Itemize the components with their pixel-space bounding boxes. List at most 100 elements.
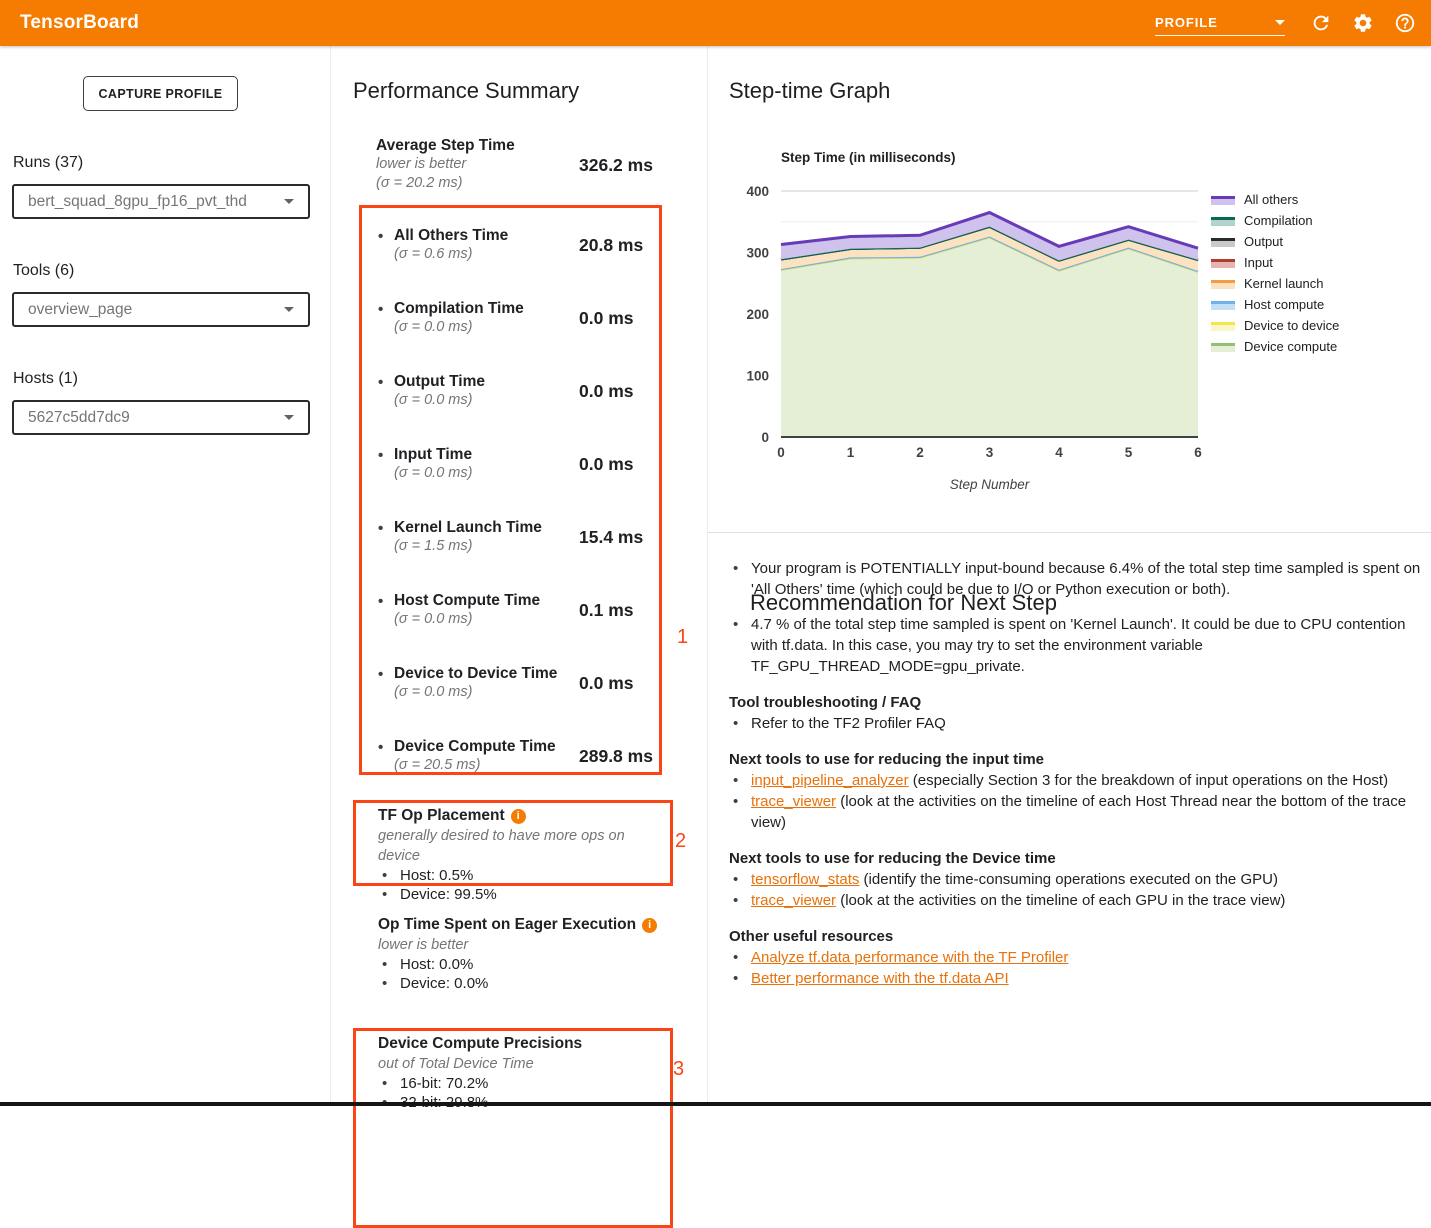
hosts-select-value: 5627c5dd7dc9 xyxy=(28,408,130,426)
metric-sigma: (σ = 0.0 ms) xyxy=(394,611,473,627)
help-icon[interactable] xyxy=(1393,11,1417,35)
metric-bullet: • xyxy=(378,301,384,318)
area-all-others xyxy=(781,212,1198,261)
refresh-icon[interactable] xyxy=(1309,11,1333,35)
metric-value: 0.0 ms xyxy=(579,454,634,474)
dashboard-selector-value: PROFILE xyxy=(1155,15,1218,30)
recommendation-link[interactable]: Analyze tf.data performance with the TF … xyxy=(751,949,1069,966)
list-item: Host: 0.5% xyxy=(378,866,670,885)
metric-label: All Others Time xyxy=(394,227,509,244)
recommendation-link[interactable]: tensorflow_stats xyxy=(751,871,860,888)
recommendation-link[interactable]: input_pipeline_analyzer xyxy=(751,772,909,789)
runs-select[interactable]: bert_squad_8gpu_fp16_pvt_thd xyxy=(12,184,310,219)
chevron-down-icon xyxy=(284,307,294,312)
legend-item-device-to-device[interactable]: Device to device xyxy=(1211,315,1339,336)
x-tick-label: 2 xyxy=(916,445,924,460)
info-icon[interactable]: i xyxy=(642,918,658,933)
legend-label: All others xyxy=(1244,192,1299,207)
capture-profile-button[interactable]: CAPTURE PROFILE xyxy=(83,76,238,111)
performance-summary-panel: Performance Summary Average Step Time low… xyxy=(330,46,707,1228)
window-bottom-edge xyxy=(0,1102,1431,1106)
legend-swatch-band xyxy=(1211,217,1235,226)
y-tick-label: 200 xyxy=(746,307,769,322)
metric-bullet: • xyxy=(378,228,384,245)
settings-gear-icon[interactable] xyxy=(1351,11,1375,35)
eager-execution-block: Op Time Spent on Eager Execution i lower i… xyxy=(353,912,673,993)
recommendation-item-text: (look at the activities on the timeline … xyxy=(751,793,1407,831)
recommendation-item-text: (especially Section 3 for the breakdown … xyxy=(908,772,1389,789)
legend-swatch xyxy=(1211,194,1235,205)
legend-swatch xyxy=(1211,236,1235,247)
metric-bullet: • xyxy=(378,739,384,756)
tf-op-placement-subtitle: generally desired to have more ops on de… xyxy=(378,828,625,864)
legend-swatch-line xyxy=(1211,217,1235,220)
legend-label: Compilation xyxy=(1244,213,1313,228)
legend-item-kernel-launch[interactable]: Kernel launch xyxy=(1211,273,1339,294)
metric-sigma: (σ = 20.2 ms) xyxy=(376,175,463,191)
recommendation-link[interactable]: trace_viewer xyxy=(751,793,837,810)
legend-label: Host compute xyxy=(1244,297,1325,312)
legend-swatch-band xyxy=(1211,259,1235,268)
annotation-number-1: 1 xyxy=(677,626,689,648)
eager-execution-subtitle: lower is better xyxy=(378,937,469,953)
metric-label: Input Time xyxy=(394,446,473,463)
recommendation-section-items: tensorflow_stats (identify the time-cons… xyxy=(729,869,1426,911)
metric-sigma: (σ = 0.0 ms) xyxy=(394,392,473,408)
metric-sigma: (σ = 0.0 ms) xyxy=(394,684,473,700)
annotation-box-1 xyxy=(359,205,662,775)
metric-label: Average Step Time xyxy=(376,137,515,154)
x-tick-label: 0 xyxy=(777,445,785,460)
recommendation-link[interactable]: trace_viewer xyxy=(751,892,837,909)
legend-item-compilation[interactable]: Compilation xyxy=(1211,210,1339,231)
metric-value: 289.8 ms xyxy=(579,746,653,766)
legend-item-device-compute[interactable]: Device compute xyxy=(1211,336,1339,357)
performance-summary-title: Performance Summary xyxy=(353,78,580,103)
tools-select[interactable]: overview_page xyxy=(12,292,310,327)
legend-label: Kernel launch xyxy=(1244,276,1324,291)
chevron-down-icon xyxy=(284,415,294,420)
metric-label: Compilation Time xyxy=(394,300,524,317)
tools-select-value: overview_page xyxy=(28,300,133,318)
metric-bullet: • xyxy=(378,374,384,391)
eager-execution-list: Host: 0.0%Device: 0.0% xyxy=(378,955,673,993)
recommendation-section-heading: Next tools to use for reducing the input… xyxy=(729,751,1045,768)
metric-value: 326.2 ms xyxy=(579,155,653,175)
recommendation-item: Analyze tf.data performance with the TF … xyxy=(729,947,1426,968)
recommendation-item-text: (identify the time-consuming operations … xyxy=(859,871,1278,888)
list-item: Host: 0.0% xyxy=(378,955,673,974)
panel-divider xyxy=(708,532,1431,533)
legend-item-host-compute[interactable]: Host compute xyxy=(1211,294,1339,315)
recommendation-panel: Recommendation for Next Step Your progra… xyxy=(729,558,1426,989)
metric-value: 0.0 ms xyxy=(579,381,634,401)
list-item: 16-bit: 70.2% xyxy=(378,1074,670,1093)
legend-item-output[interactable]: Output xyxy=(1211,231,1339,252)
list-item: Device: 99.5% xyxy=(378,885,670,904)
recommendation-link[interactable]: Better performance with the tf.data API xyxy=(751,970,1009,987)
hosts-select[interactable]: 5627c5dd7dc9 xyxy=(12,400,310,435)
recommendation-bullet: Your program is POTENTIALLY input-bound … xyxy=(729,558,1426,600)
sidebar: CAPTURE PROFILE Runs (37) bert_squad_8gp… xyxy=(0,46,330,1106)
x-tick-label: 4 xyxy=(1055,445,1063,460)
recommendation-section-heading: Tool troubleshooting / FAQ xyxy=(729,694,922,711)
info-icon[interactable]: i xyxy=(510,809,526,824)
chart-legend: All others Compilation Output Input Kernel l… xyxy=(1211,189,1339,357)
legend-swatch xyxy=(1211,215,1235,226)
legend-swatch-band xyxy=(1211,280,1235,289)
legend-item-input[interactable]: Input xyxy=(1211,252,1339,273)
step-time-panel: Step-time Graph Step Time (in millisecon… xyxy=(707,46,1431,1106)
legend-item-all-others[interactable]: All others xyxy=(1211,189,1339,210)
metric-label: Kernel Launch Time xyxy=(394,519,542,536)
step-time-chart: 0 100 200 300 400 0 1 2 3 4 5 6 Step Number xyxy=(746,184,1202,492)
metric-value: 0.1 ms xyxy=(579,600,634,620)
tools-label: Tools (6) xyxy=(13,262,75,279)
legend-swatch-line xyxy=(1211,259,1235,262)
recommendation-section-items: input_pipeline_analyzer (especially Sect… xyxy=(729,770,1426,833)
metric-sigma: (σ = 0.0 ms) xyxy=(394,319,473,335)
metric-value: 15.4 ms xyxy=(579,527,644,547)
legend-label: Output xyxy=(1244,234,1284,249)
recommendation-item-text: (look at the activities on the timeline … xyxy=(836,892,1286,909)
dashboard-selector[interactable]: PROFILE xyxy=(1155,10,1285,36)
legend-label: Device compute xyxy=(1244,339,1338,354)
legend-swatch xyxy=(1211,320,1235,331)
metric-value: 20.8 ms xyxy=(579,235,644,255)
